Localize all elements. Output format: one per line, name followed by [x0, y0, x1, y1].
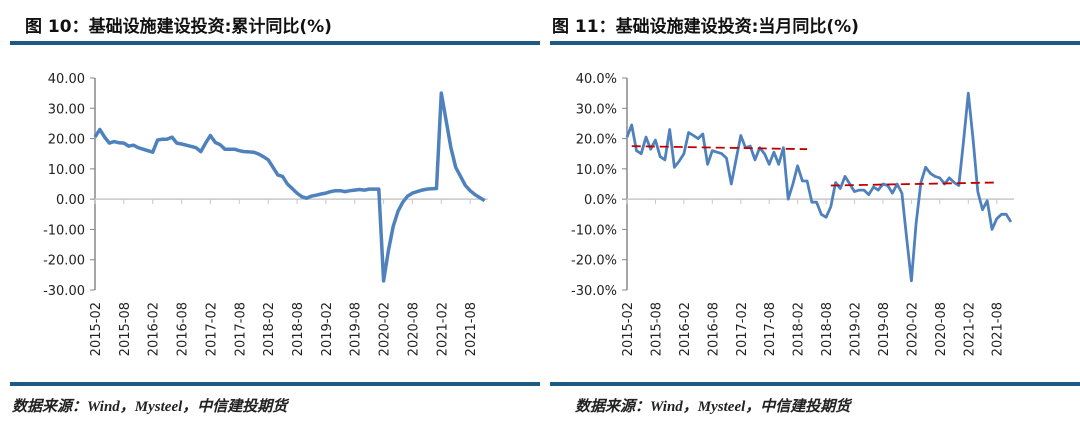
x-tick-label: 2017-02: [735, 302, 750, 356]
y-tick-label: -10.0%: [571, 223, 617, 238]
y-tick-label: 10.00: [48, 163, 85, 178]
chart-11-title: 图 11：基础设施建设投资:当月同比(%): [552, 17, 859, 37]
y-tick-label: 0.00: [56, 193, 85, 208]
x-tick-label: 2015-08: [118, 302, 133, 356]
y-tick-label: 40.0%: [576, 72, 617, 87]
x-tick-label: 2015-02: [89, 302, 104, 356]
y-tick-label: 20.0%: [576, 133, 617, 148]
x-tick-label: 2019-02: [320, 302, 335, 356]
y-tick-label: -20.0%: [571, 254, 617, 269]
x-tick-label: 2018-02: [262, 302, 277, 356]
x-tick-label: 2015-02: [621, 302, 636, 356]
x-tick-label: 2020-08: [934, 302, 949, 356]
title-rule-left: [10, 41, 540, 45]
series-line: [625, 91, 1013, 283]
chart-10-cumulative-yoy: 40.00 30.00 20.00 10.00 0.00 -10.00 -20.00 -30.…: [43, 72, 488, 356]
y-tick-label: 0.0%: [584, 193, 617, 208]
x-tick-label: 2020-02: [905, 302, 920, 356]
y-tick-label: -30.00: [43, 284, 85, 299]
x-tick-label: 2019-02: [849, 302, 864, 356]
y-tick-label: -20.00: [43, 254, 85, 269]
x-tick-label: 2016-02: [678, 302, 693, 356]
x-tick-label: 2017-08: [763, 302, 778, 356]
x-tick-label: 2016-08: [706, 302, 721, 356]
chart-11-monthly-yoy: 40.0% 30.0% 20.0% 10.0% 0.0% -10.0% -20.0% -30.…: [571, 72, 1014, 356]
y-tick-label: 30.00: [48, 102, 85, 117]
x-tick-label: 2016-02: [147, 302, 162, 356]
y-tick-label: 20.00: [48, 133, 85, 148]
x-tick-label: 2018-08: [291, 302, 306, 356]
x-tick-label: 2019-08: [877, 302, 892, 356]
footer-rule-right: [550, 382, 1080, 386]
trend-line: [631, 145, 808, 151]
chart-10-title: 图 10：基础设施建设投资:累计同比(%): [25, 17, 332, 37]
x-tick-label: 2019-08: [349, 302, 364, 356]
y-tick-label: 10.0%: [576, 163, 617, 178]
x-tick-label: 2021-02: [962, 302, 977, 356]
series-line: [93, 91, 486, 283]
source-note-right: 数据来源：Wind，Mysteel，中信建投期货: [575, 399, 851, 415]
y-tick-label: -10.00: [43, 223, 85, 238]
x-tick-label: 2018-08: [820, 302, 835, 356]
y-tick-label: -30.0%: [571, 284, 617, 299]
y-tick-label: 30.0%: [576, 102, 617, 117]
x-tick-label: 2017-08: [233, 302, 248, 356]
x-tick-label: 2021-02: [435, 302, 450, 356]
x-tick-label: 2017-02: [204, 302, 219, 356]
x-tick-label: 2020-02: [378, 302, 393, 356]
x-tick-label: 2016-08: [176, 302, 191, 356]
x-tick-label: 2021-08: [991, 302, 1006, 356]
x-tick-label: 2021-08: [464, 302, 479, 356]
x-tick-label: 2020-08: [406, 302, 421, 356]
x-tick-label: 2018-02: [792, 302, 807, 356]
title-rule-right: [550, 41, 1080, 45]
footer-rule-left: [10, 382, 540, 386]
y-tick-label: 40.00: [48, 72, 85, 87]
source-note-left: 数据来源：Wind，Mysteel，中信建投期货: [12, 399, 288, 415]
x-tick-label: 2015-08: [649, 302, 664, 356]
trend-line: [830, 181, 997, 187]
